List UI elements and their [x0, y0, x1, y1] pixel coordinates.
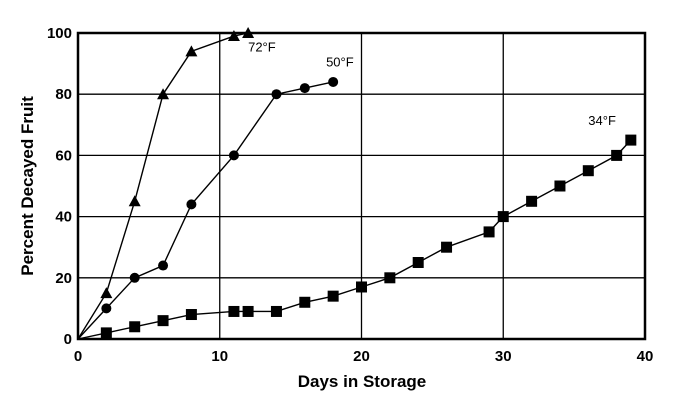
square-marker	[412, 257, 424, 268]
triangle-marker	[242, 27, 255, 38]
plot-frame	[76, 31, 647, 341]
circle-marker	[299, 83, 310, 94]
square-marker	[582, 165, 594, 177]
x-tick-label: 40	[637, 348, 654, 365]
y-tick-label: 40	[55, 209, 72, 226]
y-tick-label: 60	[55, 147, 72, 164]
x-axis-label: Days in Storage	[298, 372, 427, 391]
series-circle: 50°F	[77, 55, 354, 340]
square-marker	[483, 226, 495, 238]
square-marker	[497, 211, 509, 223]
square-marker	[611, 149, 623, 161]
y-tick-label: 20	[55, 270, 72, 287]
series-triangle: 72°F	[77, 27, 276, 340]
square-marker	[327, 290, 339, 302]
circle-marker	[129, 272, 140, 283]
square-marker	[129, 321, 141, 333]
grid-lines	[78, 33, 645, 339]
square-marker	[554, 180, 566, 192]
circle-marker	[158, 260, 169, 271]
series-label: 72°F	[248, 39, 276, 54]
square-marker	[185, 309, 197, 321]
square-marker	[356, 281, 367, 293]
square-marker	[157, 315, 169, 327]
triangle-marker	[100, 287, 113, 299]
square-marker	[242, 305, 254, 317]
y-axis-label: Percent Decayed Fruit	[18, 96, 37, 276]
square-marker	[270, 305, 282, 317]
circle-marker	[328, 76, 339, 87]
triangle-marker	[185, 45, 198, 57]
square-marker	[228, 305, 240, 317]
x-tick-label: 30	[495, 348, 512, 365]
circle-marker	[101, 303, 112, 314]
y-tick-label: 100	[47, 25, 72, 42]
series-label: 50°F	[326, 55, 354, 70]
circle-marker	[186, 199, 197, 210]
x-tick-label: 10	[211, 348, 228, 365]
x-tick-label: 0	[74, 348, 82, 365]
y-tick-label: 80	[55, 86, 72, 103]
square-marker	[100, 327, 112, 339]
triangle-marker	[157, 88, 170, 100]
square-marker	[299, 296, 311, 308]
square-marker	[384, 272, 396, 284]
triangle-marker	[227, 30, 240, 42]
square-marker	[441, 241, 453, 253]
square-marker	[526, 195, 538, 207]
series-label: 34°F	[588, 113, 616, 128]
square-marker	[625, 134, 637, 146]
series-square: 34°F	[77, 113, 637, 340]
circle-marker	[228, 150, 239, 161]
x-tick-label: 20	[353, 348, 370, 365]
axis-ticks: 0 20 40 60 80 100 0 10 20 30 40	[47, 25, 653, 365]
circle-marker	[271, 89, 282, 100]
y-tick-label: 0	[64, 331, 72, 348]
series-group: 72°F 50°F 34°F	[77, 27, 637, 340]
triangle-marker	[128, 195, 141, 207]
